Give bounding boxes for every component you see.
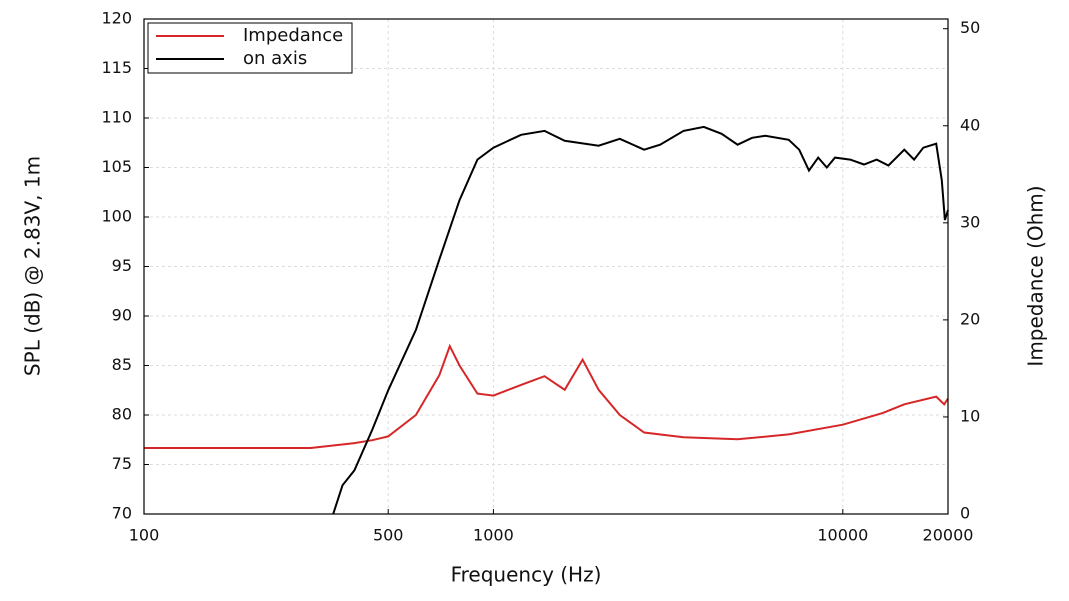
y-tick-label: 85 bbox=[112, 355, 132, 374]
y-tick-label: 115 bbox=[101, 58, 132, 77]
y2-tick-label: 40 bbox=[960, 115, 980, 134]
y2-tick-label: 10 bbox=[960, 406, 980, 425]
y-tick-label: 75 bbox=[112, 454, 132, 473]
y2-axis-label: Impedance (Ohm) bbox=[1024, 185, 1048, 366]
y-tick-label: 90 bbox=[112, 306, 132, 325]
series-line bbox=[332, 125, 949, 515]
y2-tick-label: 50 bbox=[960, 18, 980, 37]
series-line bbox=[144, 343, 949, 449]
y-tick-label: 80 bbox=[112, 405, 132, 424]
y-tick-label: 120 bbox=[101, 9, 132, 28]
x-tick-label: 1000 bbox=[473, 526, 514, 545]
x-axis-label: Frequency (Hz) bbox=[451, 563, 602, 587]
plot-frame bbox=[143, 18, 949, 515]
y2-tick-label: 30 bbox=[960, 212, 980, 231]
y-tick-label: 70 bbox=[112, 504, 132, 523]
x-tick-label: 100 bbox=[129, 526, 160, 545]
legend-box bbox=[147, 22, 353, 74]
y-tick-label: 110 bbox=[101, 108, 132, 127]
x-tick-label: 20000 bbox=[923, 526, 974, 545]
y-tick-label: 95 bbox=[112, 256, 132, 275]
legend-label: Impedance bbox=[243, 25, 343, 46]
x-tick-label: 500 bbox=[373, 526, 404, 545]
y2-tick-label: 20 bbox=[960, 309, 980, 328]
y-axis-label: SPL (dB) @ 2.83V, 1m bbox=[21, 156, 45, 376]
y2-tick-label: 0 bbox=[960, 504, 970, 523]
y-tick-label: 100 bbox=[101, 207, 132, 226]
legend-label: on axis bbox=[243, 48, 307, 69]
x-tick-label: 10000 bbox=[817, 526, 868, 545]
y-tick-label: 105 bbox=[101, 157, 132, 176]
